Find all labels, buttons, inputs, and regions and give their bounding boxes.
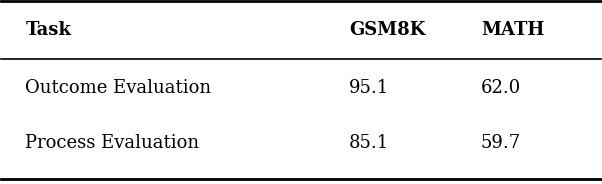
Text: 62.0: 62.0 [481,79,521,97]
Text: Task: Task [25,21,71,39]
Text: Outcome Evaluation: Outcome Evaluation [25,79,211,97]
Text: MATH: MATH [481,21,544,39]
Text: 59.7: 59.7 [481,134,521,152]
Text: 95.1: 95.1 [349,79,389,97]
Text: GSM8K: GSM8K [349,21,425,39]
Text: 85.1: 85.1 [349,134,389,152]
Text: Process Evaluation: Process Evaluation [25,134,199,152]
